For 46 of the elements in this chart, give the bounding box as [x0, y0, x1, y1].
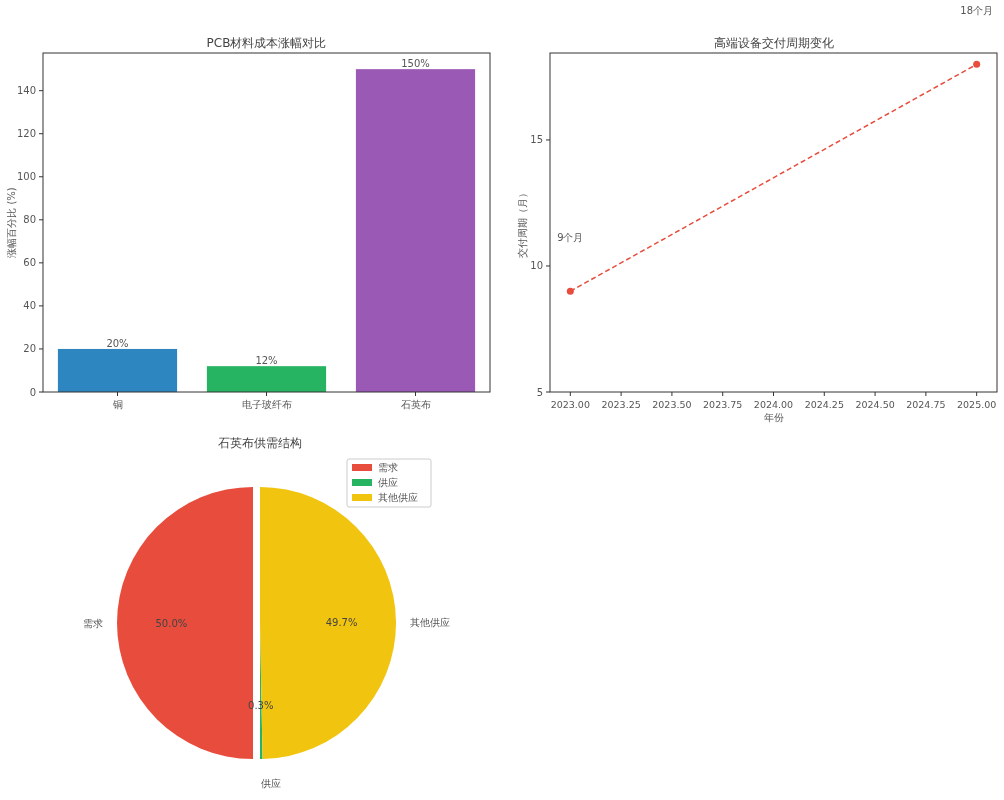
y-axis-title: 涨幅百分比 (%): [6, 187, 17, 258]
text: 18个月: [960, 5, 994, 17]
x-tick-label: 2023.25: [601, 399, 641, 410]
x-tick-label: 2024.50: [855, 399, 895, 410]
y-tick-label: 0: [29, 386, 36, 398]
bar: [355, 69, 476, 392]
x-tick-label: 石英布: [400, 399, 431, 410]
annotation: 9个月: [557, 232, 584, 244]
x-axis-title: 年份: [763, 412, 784, 423]
legend-label: 其他供应: [378, 492, 418, 503]
legend-label: 需求: [378, 462, 398, 473]
y-tick-label: 40: [23, 300, 36, 312]
chart-title: PCB材料成本涨幅对比: [206, 36, 327, 50]
slice-label: 其他供应: [409, 616, 450, 628]
bar: [206, 366, 327, 392]
y-tick-label: 20: [23, 343, 36, 355]
data-label: 12%: [255, 355, 278, 367]
data-label: 0.3%: [248, 699, 274, 711]
x-tick-label: 2023.00: [550, 399, 590, 410]
bar: [57, 348, 178, 392]
x-tick-label: 2024.00: [753, 399, 794, 410]
y-tick-label: 140: [16, 85, 36, 97]
x-tick-label: 2025.00: [957, 399, 997, 410]
x-tick-label: 铜: [111, 399, 123, 410]
data-label: 20%: [106, 337, 129, 349]
x-tick-label: 2023.75: [703, 399, 743, 410]
x-tick-label: 2024.75: [906, 399, 946, 410]
y-tick-label: 120: [16, 128, 36, 140]
y-tick-label: 15: [530, 134, 543, 146]
y-tick-label: 10: [530, 260, 543, 272]
data-label: 50.0%: [155, 618, 188, 629]
legend-label: 供应: [378, 477, 398, 488]
y-tick-label: 80: [23, 214, 36, 226]
x-tick-label: 2023.50: [652, 399, 692, 410]
chart-title: 石英布供需结构: [218, 436, 302, 450]
y-tick-label: 5: [536, 386, 543, 398]
slice-label: 需求: [83, 618, 104, 629]
y-axis-title: 交付周期（月）: [517, 187, 528, 258]
x-tick-label: 2024.25: [804, 399, 844, 410]
slice-label: 供应: [261, 777, 282, 789]
x-tick-label: 电子玻纤布: [241, 399, 292, 410]
data-label: 150%: [401, 58, 430, 70]
data-label: 49.7%: [325, 617, 358, 629]
y-tick-label: 100: [16, 171, 36, 183]
chart-title: 高端设备交付周期变化: [713, 36, 834, 50]
y-tick-label: 60: [23, 257, 36, 269]
